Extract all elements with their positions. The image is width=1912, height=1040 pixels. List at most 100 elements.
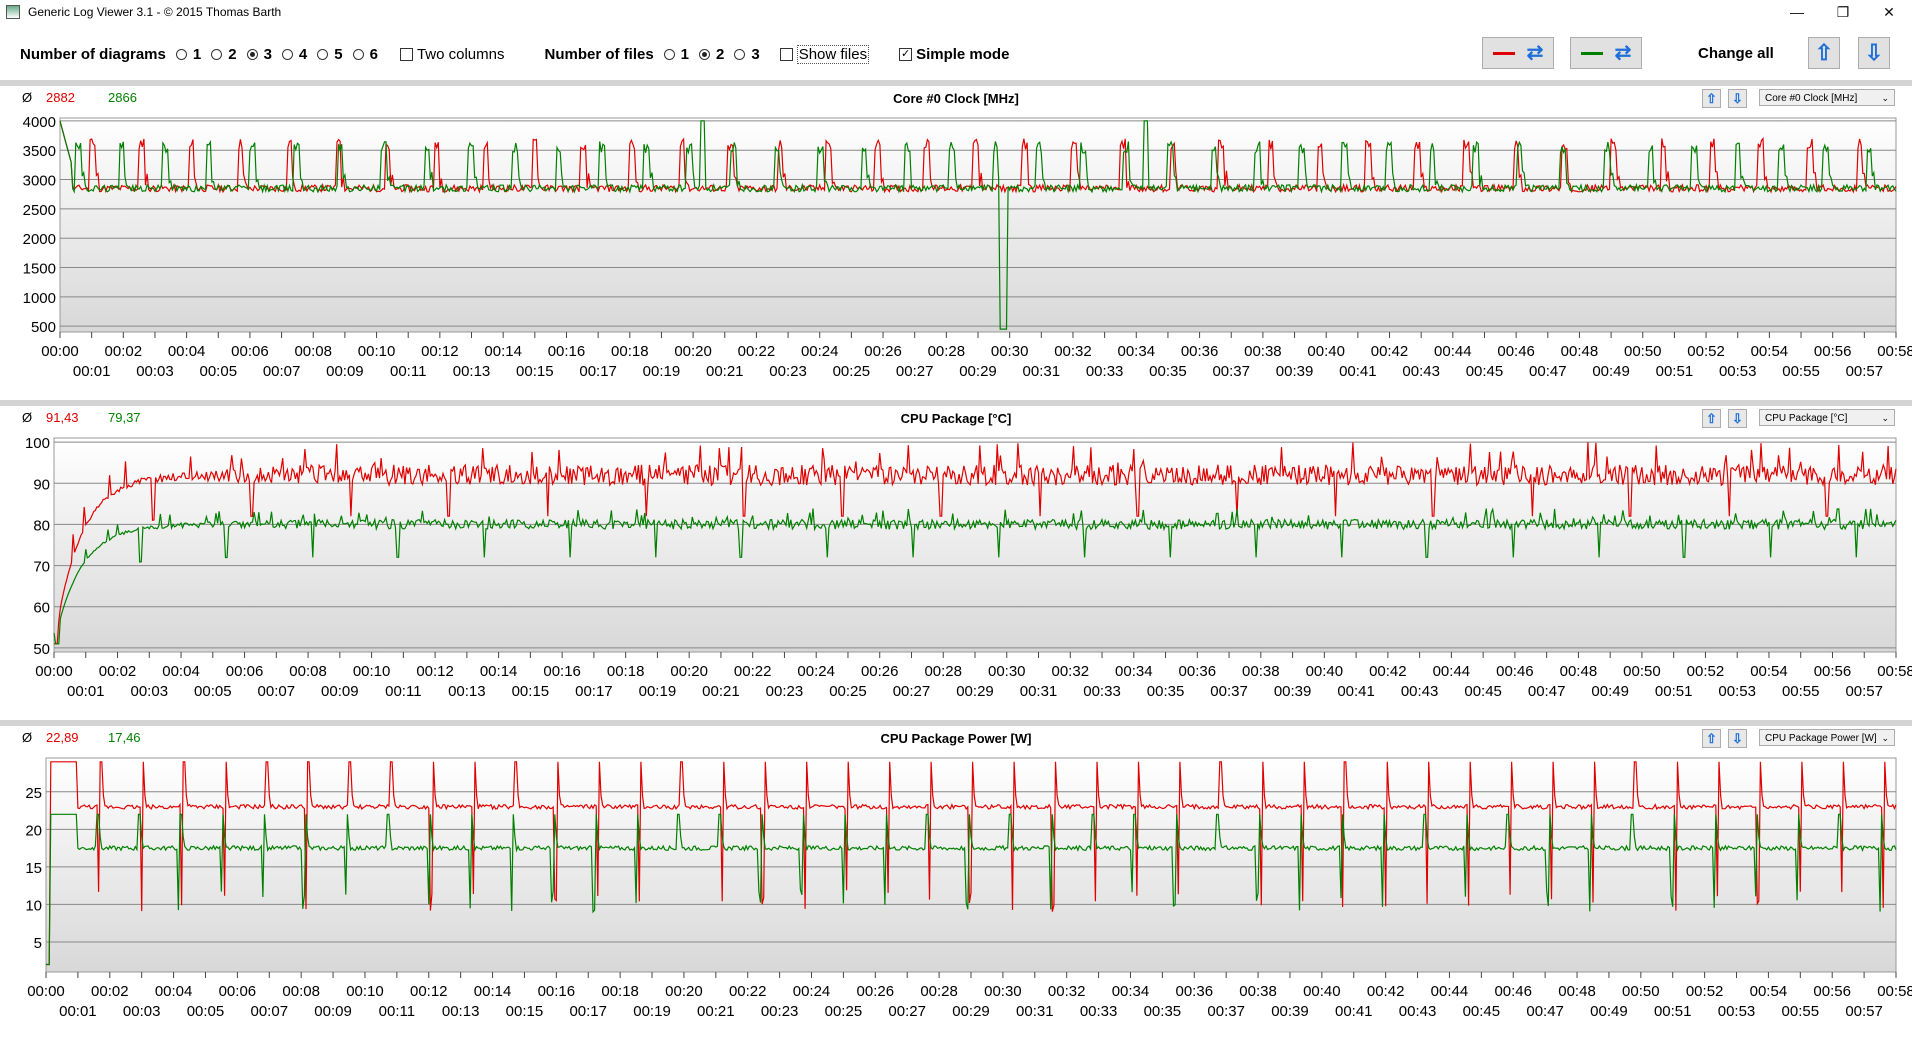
file-count-radio[interactable]: 1 [663, 45, 690, 63]
checkbox-box[interactable] [779, 47, 793, 61]
sensor-select[interactable]: CPU Package [°C] ⌄ [1759, 409, 1895, 426]
diagram-count-radio[interactable]: 6 [352, 46, 378, 63]
radio-button[interactable] [211, 48, 223, 60]
sensor-select[interactable]: Core #0 Clock [MHz] ⌄ [1759, 89, 1895, 106]
y-tick-label: 4000 [23, 114, 56, 131]
x-tick-label: 00:58 [1877, 663, 1912, 680]
x-tick-label: 00:57 [1845, 1003, 1883, 1020]
y-tick-label: 50 [33, 641, 50, 658]
x-tick-label: 00:20 [670, 663, 708, 680]
radio-button[interactable] [699, 48, 711, 60]
x-tick-label: 00:52 [1687, 343, 1725, 360]
file2-swap-button[interactable]: ⇄ [1570, 37, 1642, 69]
radio-button[interactable] [734, 48, 746, 60]
diagram-count-radio[interactable]: 1 [175, 46, 201, 63]
file-count-radio[interactable]: 2 [699, 46, 724, 63]
checkbox-box[interactable]: ✓ [899, 47, 913, 61]
x-tick-label: 00:05 [194, 683, 232, 700]
x-tick-label: 00:23 [766, 683, 804, 700]
x-tick-label: 00:27 [888, 1003, 926, 1020]
x-tick-label: 00:58 [1877, 983, 1912, 1000]
x-tick-label: 00:24 [801, 343, 839, 360]
sensor-select-value: Core #0 Clock [MHz] [1765, 93, 1858, 104]
sensor-select-value: CPU Package Power [W] [1765, 733, 1877, 744]
arrow-down-icon[interactable]: ⇩ [1858, 37, 1890, 69]
arrow-up-icon[interactable]: ⇧ [1808, 37, 1840, 69]
y-tick-label: 60 [33, 600, 50, 617]
x-tick-label: 00:04 [168, 343, 206, 360]
file1-swap-button[interactable]: ⇄ [1482, 37, 1554, 69]
diagram-count-radio[interactable]: 2 [211, 46, 237, 63]
arrow-up-icon[interactable]: ⇧ [1702, 729, 1721, 748]
x-tick-label: 00:02 [91, 983, 129, 1000]
x-tick-label: 00:39 [1274, 683, 1312, 700]
radio-button[interactable] [281, 48, 293, 60]
arrow-down-icon[interactable]: ⇩ [1728, 89, 1747, 108]
y-tick-label: 1000 [23, 290, 56, 307]
y-tick-label: 15 [25, 860, 42, 877]
average-file2: 79,37 [108, 410, 141, 425]
x-tick-label: 00:05 [200, 363, 238, 380]
x-tick-label: 00:27 [893, 683, 931, 700]
x-tick-label: 00:37 [1212, 363, 1250, 380]
average-file2: 2866 [108, 90, 137, 105]
x-tick-label: 00:04 [162, 663, 200, 680]
x-tick-label: 00:27 [896, 363, 934, 380]
x-tick-label: 00:14 [484, 343, 522, 360]
two-columns-checkbox[interactable]: Two columns [399, 46, 504, 63]
radio-label: 4 [298, 45, 308, 63]
simple-mode-checkbox[interactable]: ✓ Simple mode [899, 46, 1009, 63]
x-tick-label: 00:11 [385, 683, 421, 700]
arrow-down-icon[interactable]: ⇩ [1728, 729, 1747, 748]
x-tick-label: 00:43 [1401, 683, 1439, 700]
x-tick-label: 00:36 [1179, 663, 1217, 680]
x-tick-label: 00:48 [1561, 343, 1599, 360]
radio-button[interactable] [175, 48, 187, 60]
x-tick-label: 00:06 [219, 983, 257, 1000]
chart-panel-temperature: Ø 91,43 79,37 CPU Package [°C] ⇧ ⇩ CPU Package… [0, 406, 1912, 720]
maximize-button[interactable]: ❐ [1836, 3, 1850, 20]
radio-label: 1 [680, 45, 690, 63]
radio-button[interactable] [246, 48, 258, 60]
diagram-count-radio[interactable]: 4 [281, 45, 308, 63]
x-tick-label: 00:56 [1814, 343, 1852, 360]
arrow-down-icon[interactable]: ⇩ [1728, 409, 1747, 428]
average-file2: 17,46 [108, 730, 141, 745]
diagram-count-radio[interactable]: 3 [246, 46, 272, 63]
x-tick-label: 00:32 [1054, 343, 1092, 360]
checkbox-box[interactable] [399, 47, 413, 61]
x-tick-label: 00:35 [1147, 683, 1185, 700]
x-tick-label: 00:51 [1656, 363, 1694, 380]
close-button[interactable]: ✕ [1883, 3, 1895, 20]
x-tick-label: 00:22 [738, 343, 776, 360]
minimize-button[interactable]: — [1790, 4, 1804, 20]
x-tick-label: 00:25 [829, 683, 867, 700]
arrow-up-icon[interactable]: ⇧ [1702, 409, 1721, 428]
radio-button[interactable] [352, 48, 364, 60]
chevron-down-icon: ⌄ [1881, 413, 1889, 423]
x-tick-label: 00:06 [226, 663, 264, 680]
x-tick-label: 00:07 [263, 363, 301, 380]
show-files-checkbox[interactable]: Show files [779, 44, 870, 64]
x-tick-label: 00:35 [1144, 1003, 1182, 1020]
file-count-radio[interactable]: 3 [734, 46, 760, 63]
diagram-count-radio[interactable]: 5 [317, 45, 343, 63]
x-tick-label: 00:12 [410, 983, 448, 1000]
x-tick-label: 00:57 [1846, 363, 1884, 380]
x-tick-label: 00:24 [793, 983, 831, 1000]
x-tick-label: 00:47 [1526, 1003, 1564, 1020]
radio-button[interactable] [663, 48, 675, 60]
sensor-select[interactable]: CPU Package Power [W] ⌄ [1759, 729, 1895, 746]
title-bar: Generic Log Viewer 3.1 - © 2015 Thomas B… [0, 0, 1912, 24]
x-tick-label: 00:16 [543, 663, 581, 680]
x-tick-label: 00:13 [442, 1003, 480, 1020]
x-tick-label: 00:30 [988, 663, 1026, 680]
y-tick-label: 20 [25, 822, 42, 839]
arrow-up-icon[interactable]: ⇧ [1702, 89, 1721, 108]
x-tick-label: 00:09 [314, 1003, 352, 1020]
chart-svg: 5 10 15 20 25 00:00 00:02 00:04 00:06 00:08 00:10 0… [25, 757, 1912, 1020]
x-tick-label: 00:33 [1083, 683, 1121, 700]
radio-button[interactable] [317, 48, 329, 60]
radio-label: 5 [334, 45, 343, 63]
y-tick-label: 3000 [23, 173, 56, 190]
